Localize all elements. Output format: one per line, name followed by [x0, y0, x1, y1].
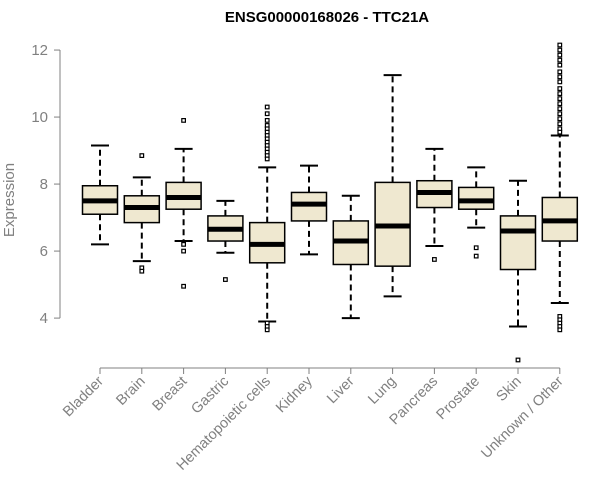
outlier-point [515, 357, 521, 363]
y-tick-label: 6 [40, 243, 48, 260]
box-liver [332, 194, 370, 320]
outlier-point [557, 69, 563, 75]
outlier-point [557, 52, 563, 58]
y-axis: 4 6 8 10 12 [31, 42, 61, 327]
x-tick-label: Breast [149, 374, 190, 415]
outlier-point [473, 245, 479, 251]
outlier-point [557, 96, 563, 102]
outlier-point [557, 327, 563, 333]
outlier-point [557, 116, 563, 122]
box-iqr [457, 186, 495, 210]
y-axis-label: Expression [1, 163, 18, 237]
outlier-point [181, 283, 187, 289]
y-tick-label: 4 [40, 310, 48, 327]
box-kidney [290, 164, 328, 256]
outlier-point [557, 79, 563, 85]
outlier-point [557, 111, 563, 117]
boxes-group [81, 42, 579, 363]
outlier-point [557, 129, 563, 135]
outlier-point [557, 106, 563, 112]
box-iqr [499, 215, 537, 271]
outlier-point [264, 104, 270, 110]
x-tick-label: Lung [365, 374, 399, 408]
box-gastric [207, 199, 244, 282]
y-tick-label: 12 [31, 42, 48, 59]
y-tick-label: 8 [40, 176, 48, 193]
box-hematopoietic-cells [248, 104, 286, 333]
outlier-point [557, 101, 563, 107]
box-prostate [457, 166, 495, 259]
box-breast [165, 118, 202, 289]
outlier-point [181, 241, 187, 247]
outlier-point [557, 74, 563, 80]
outlier-point [139, 153, 145, 158]
x-tick-label: Kidney [273, 373, 316, 416]
outlier-point [557, 62, 563, 68]
box-pancreas [416, 147, 453, 262]
outlier-point [181, 118, 187, 123]
outlier-point [473, 253, 479, 259]
box-skin [499, 179, 537, 363]
outlier-point [557, 42, 563, 48]
outlier-point [264, 156, 270, 162]
box-brain [123, 153, 161, 274]
outlier-point [557, 47, 563, 53]
outlier-point [264, 327, 270, 333]
x-tick-label: Bladder [60, 373, 107, 420]
outlier-point [139, 268, 145, 274]
outlier-point [557, 57, 563, 63]
chart-title: ENSG00000168026 - TTC21A [225, 9, 429, 26]
box-lung [374, 74, 411, 298]
x-tick-label: Liver [324, 373, 358, 407]
box-iqr [290, 191, 328, 222]
outlier-point [264, 118, 270, 123]
outlier-point [264, 111, 270, 117]
outlier-point [432, 257, 437, 262]
outlier-point [557, 121, 563, 127]
outlier-point [181, 248, 187, 254]
y-tick-label: 10 [31, 109, 48, 126]
x-tick-label: Prostate [434, 374, 483, 423]
outlier-point [223, 277, 228, 282]
box-unknown-other [541, 42, 579, 333]
x-tick-label: Brain [113, 374, 148, 409]
outlier-point [557, 86, 563, 91]
x-tick-label: Skin [494, 374, 525, 405]
outlier-point [557, 91, 563, 97]
box-bladder [81, 144, 119, 246]
